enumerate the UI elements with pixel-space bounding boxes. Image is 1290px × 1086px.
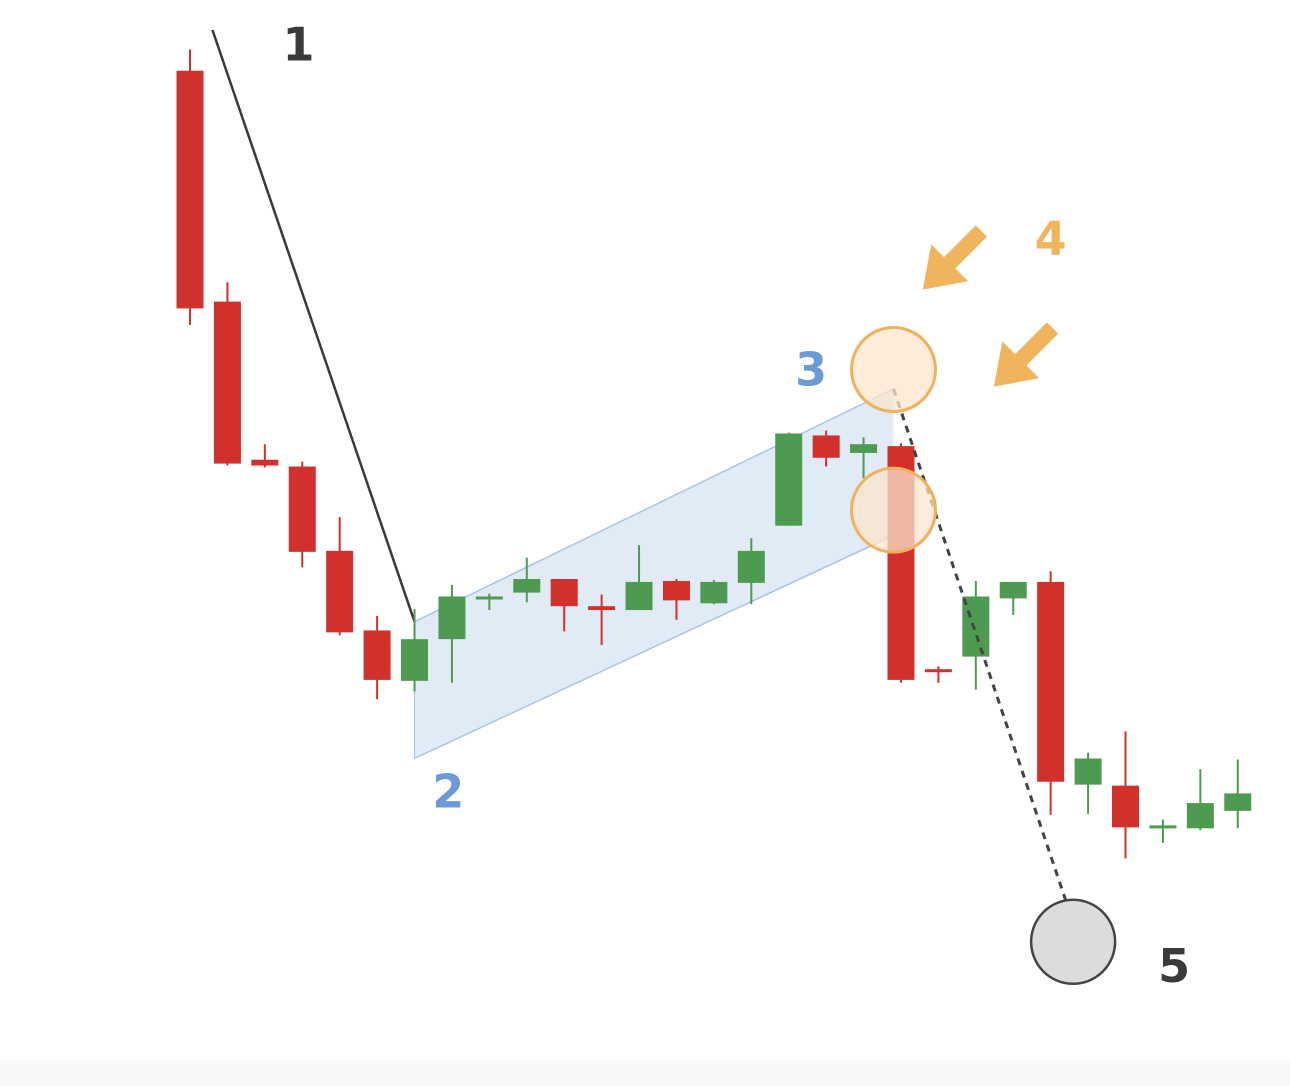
candle [1074, 752, 1102, 814]
flagpole-line [211, 29, 416, 623]
candle-body [438, 596, 466, 640]
candle-body [288, 466, 316, 552]
candle [176, 49, 204, 325]
projection-line [892, 388, 1075, 923]
candle-body [1186, 803, 1214, 829]
candle-body [1224, 793, 1252, 811]
candle [363, 615, 391, 700]
candle-body [737, 550, 765, 583]
candle-body [588, 606, 616, 611]
candle [326, 516, 354, 636]
candle [999, 581, 1027, 615]
label-2: 2 [432, 764, 464, 818]
candle-body [999, 581, 1027, 599]
label-5: 5 [1158, 939, 1190, 993]
candle-body [962, 596, 990, 657]
candle-body [513, 579, 541, 593]
candle [1149, 819, 1177, 843]
candle [438, 584, 466, 683]
flag-upper-line [414, 388, 894, 623]
arrow-icon [993, 322, 1059, 387]
candle [1037, 571, 1065, 815]
flag-channel-area [414, 388, 894, 759]
candle [1186, 769, 1214, 831]
candle-body [924, 669, 952, 673]
label-4: 4 [1035, 212, 1067, 266]
candle [550, 579, 578, 632]
candle [850, 437, 878, 479]
candle-body [326, 550, 354, 633]
candle [1112, 731, 1139, 859]
candle-body [1149, 825, 1177, 829]
breakout-circle [849, 326, 937, 413]
candle [588, 594, 616, 645]
flag-lower-line [414, 534, 894, 760]
candle-body [251, 459, 279, 466]
candle-body [213, 301, 241, 464]
candle-body [1037, 581, 1065, 782]
candle-body [550, 579, 578, 607]
arrows [922, 225, 1059, 387]
candle [737, 538, 765, 605]
candle [1224, 759, 1252, 829]
candle-body [700, 581, 728, 604]
labels: 1 2 3 4 5 [283, 18, 1191, 993]
candle [401, 609, 429, 692]
target-circle [1029, 898, 1117, 986]
candle [700, 579, 728, 605]
candle-body [812, 435, 840, 458]
candle [625, 545, 653, 611]
arrow-icon [922, 225, 988, 290]
candle [962, 580, 990, 690]
candle-body [625, 581, 653, 611]
breakout-circles [849, 326, 937, 554]
projection-dotted-line [892, 388, 1075, 923]
target [1029, 898, 1117, 986]
candle-body [176, 70, 204, 309]
candle-body [1112, 785, 1139, 828]
candle-body [363, 630, 391, 680]
candle-body [1074, 758, 1102, 785]
candle [775, 432, 803, 526]
label-3: 3 [795, 343, 827, 397]
candle-body [475, 596, 503, 600]
breakout-circle [849, 466, 937, 554]
candle-body [850, 444, 878, 453]
candle [662, 579, 690, 620]
candle-body [775, 433, 803, 526]
candle [251, 444, 279, 468]
candle [812, 430, 840, 467]
candle [213, 282, 241, 466]
candle [475, 593, 503, 611]
candle [288, 461, 316, 568]
candle [513, 557, 541, 603]
label-1: 1 [283, 18, 315, 72]
candle-body [662, 580, 690, 601]
candle-body [401, 639, 429, 681]
candles [176, 49, 1252, 859]
candle [924, 666, 952, 683]
flagpole-line [211, 29, 416, 623]
bottom-strip [0, 1060, 1290, 1086]
